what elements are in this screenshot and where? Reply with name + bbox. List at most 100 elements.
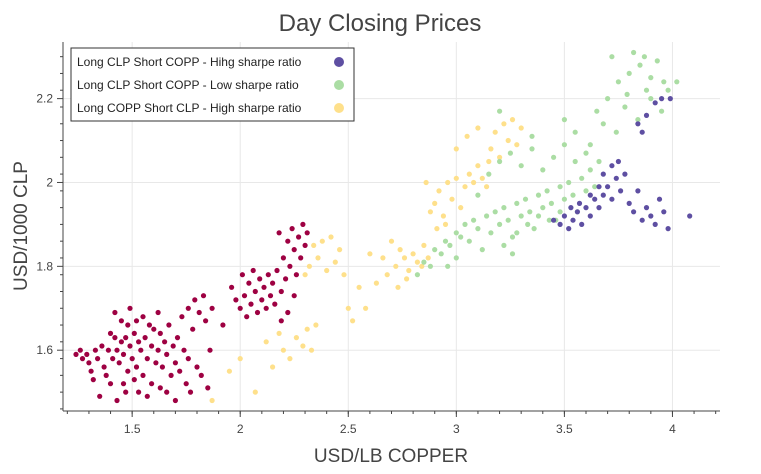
x-tick-label: 3 bbox=[453, 422, 460, 436]
data-point bbox=[626, 70, 632, 76]
data-point bbox=[397, 247, 403, 253]
data-point bbox=[133, 318, 140, 324]
data-point bbox=[149, 381, 155, 387]
data-point bbox=[600, 171, 606, 177]
data-point bbox=[131, 330, 137, 336]
data-point bbox=[136, 339, 142, 345]
data-point bbox=[432, 247, 438, 253]
data-point bbox=[414, 272, 420, 278]
data-point bbox=[170, 343, 176, 349]
data-point bbox=[596, 158, 602, 165]
data-point bbox=[252, 288, 258, 295]
data-point bbox=[107, 330, 114, 336]
data-point bbox=[661, 79, 667, 85]
data-point bbox=[151, 326, 157, 332]
data-point bbox=[471, 179, 477, 186]
data-point bbox=[140, 314, 146, 320]
data-point bbox=[639, 217, 645, 223]
data-point bbox=[304, 230, 310, 236]
data-point bbox=[304, 326, 310, 332]
data-point bbox=[241, 293, 248, 299]
data-point bbox=[445, 179, 451, 186]
data-point bbox=[133, 364, 140, 370]
data-point bbox=[280, 347, 286, 353]
data-point bbox=[635, 121, 641, 127]
data-point bbox=[546, 217, 552, 223]
data-point bbox=[313, 322, 319, 328]
data-point bbox=[514, 142, 520, 148]
data-point bbox=[557, 184, 563, 190]
data-point bbox=[196, 309, 202, 316]
data-point bbox=[484, 184, 490, 190]
data-point bbox=[421, 259, 427, 265]
data-point bbox=[291, 247, 297, 253]
x-tick-label: 2.5 bbox=[340, 422, 357, 436]
data-point bbox=[615, 158, 622, 165]
data-point bbox=[296, 234, 302, 240]
data-point bbox=[157, 385, 163, 391]
data-point bbox=[155, 309, 161, 316]
legend-label: Long COPP Short CLP - High sharpe ratio bbox=[77, 101, 302, 115]
data-point bbox=[144, 356, 150, 362]
data-point bbox=[101, 364, 107, 370]
data-point bbox=[639, 129, 645, 135]
data-point bbox=[302, 242, 308, 248]
data-point bbox=[118, 318, 124, 324]
data-point bbox=[306, 263, 312, 269]
data-point bbox=[667, 96, 673, 102]
data-point bbox=[278, 318, 284, 324]
data-point bbox=[200, 293, 207, 299]
data-point bbox=[283, 276, 289, 282]
data-point bbox=[622, 171, 628, 177]
data-point bbox=[278, 288, 284, 295]
data-point bbox=[514, 230, 520, 236]
data-point bbox=[613, 175, 619, 181]
data-point bbox=[551, 217, 557, 223]
data-point bbox=[471, 217, 477, 223]
data-point bbox=[177, 368, 183, 374]
x-axis-label: USD/LB COPPER bbox=[314, 446, 468, 467]
x-tick-label: 2 bbox=[237, 422, 244, 436]
data-point bbox=[479, 175, 485, 181]
data-points bbox=[73, 49, 693, 404]
data-point bbox=[665, 226, 671, 232]
data-point bbox=[99, 343, 105, 349]
data-point bbox=[613, 129, 619, 135]
data-point bbox=[531, 226, 537, 232]
data-point bbox=[514, 200, 520, 206]
data-point bbox=[497, 158, 503, 165]
data-point bbox=[332, 259, 338, 265]
data-point bbox=[350, 318, 356, 324]
data-point bbox=[587, 192, 593, 198]
legend-label: Long CLP Short COPP - Low sharpe ratio bbox=[77, 78, 299, 92]
data-point bbox=[123, 389, 129, 395]
data-point bbox=[393, 263, 399, 269]
data-point bbox=[518, 163, 524, 169]
chart-title: Day Closing Prices bbox=[279, 10, 482, 37]
data-point bbox=[261, 284, 267, 290]
data-point bbox=[587, 167, 593, 173]
data-point bbox=[73, 351, 79, 357]
data-point bbox=[356, 284, 362, 290]
data-point bbox=[388, 238, 395, 244]
data-point bbox=[561, 213, 568, 219]
data-point bbox=[285, 238, 291, 244]
data-point bbox=[127, 305, 133, 311]
data-point bbox=[203, 318, 209, 324]
data-point bbox=[600, 192, 606, 198]
data-point bbox=[185, 305, 191, 311]
data-point bbox=[518, 213, 524, 219]
data-point bbox=[509, 251, 516, 257]
data-point bbox=[324, 267, 330, 274]
data-point bbox=[181, 347, 187, 353]
data-point bbox=[149, 343, 155, 349]
y-axis-ticks: 1.6 1.8 2 2.2 bbox=[36, 56, 63, 410]
data-point bbox=[605, 184, 611, 190]
data-point bbox=[114, 397, 120, 404]
data-point bbox=[138, 347, 144, 353]
data-point bbox=[572, 129, 578, 135]
data-point bbox=[475, 125, 481, 131]
x-axis-ticks: 1.5 2 2.5 3 3.5 4 bbox=[66, 411, 717, 436]
data-point bbox=[293, 272, 299, 278]
data-point bbox=[172, 360, 178, 366]
